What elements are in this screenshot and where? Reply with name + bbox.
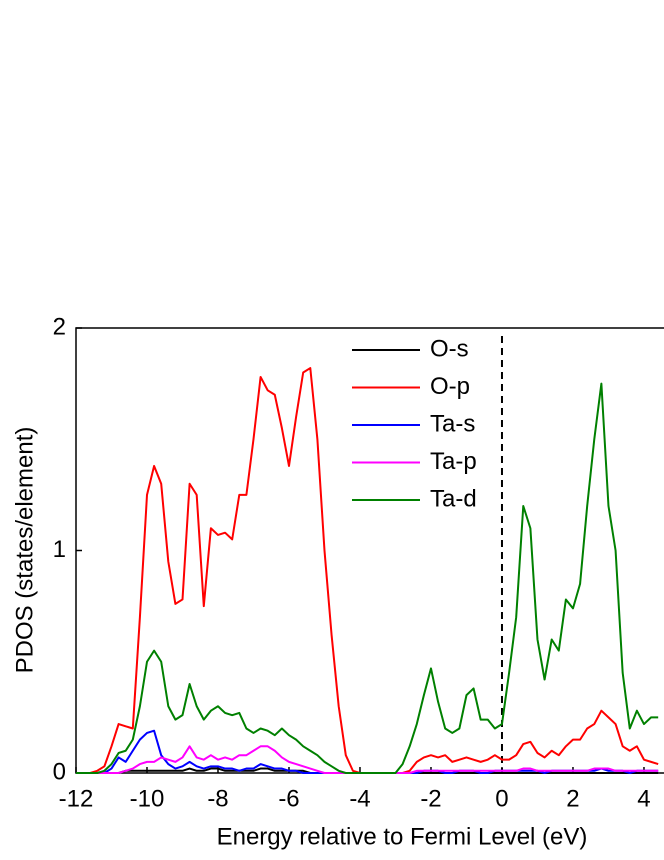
y-tick-label: 1 [53, 536, 66, 563]
x-tick-label: -4 [349, 785, 370, 812]
y-axis-label: PDOS (states/element) [11, 427, 38, 674]
legend-label: Ta-p [430, 448, 477, 475]
x-axis-label: Energy relative to Fermi Level (eV) [217, 823, 588, 850]
x-tick-label: -12 [59, 785, 94, 812]
axis-frame [75, 327, 664, 774]
x-tick-label: 2 [566, 785, 579, 812]
x-tick-label: -8 [207, 785, 228, 812]
x-tick-label: 0 [495, 785, 508, 812]
y-tick-label: 2 [53, 313, 66, 340]
x-tick-label: -10 [130, 785, 165, 812]
legend-label: Ta-d [430, 485, 477, 512]
series-line [76, 382, 659, 774]
legend-label: O-s [430, 335, 469, 362]
y-tick-label: 0 [53, 758, 66, 785]
series-line [76, 745, 659, 774]
series-line [76, 729, 659, 774]
x-tick-label: -6 [278, 785, 299, 812]
series-line [76, 367, 659, 774]
x-tick-label: -2 [420, 785, 441, 812]
x-tick-label: 4 [637, 785, 650, 812]
plot-area [76, 336, 659, 774]
legend-label: Ta-s [430, 410, 475, 437]
legend-label: O-p [430, 373, 470, 400]
